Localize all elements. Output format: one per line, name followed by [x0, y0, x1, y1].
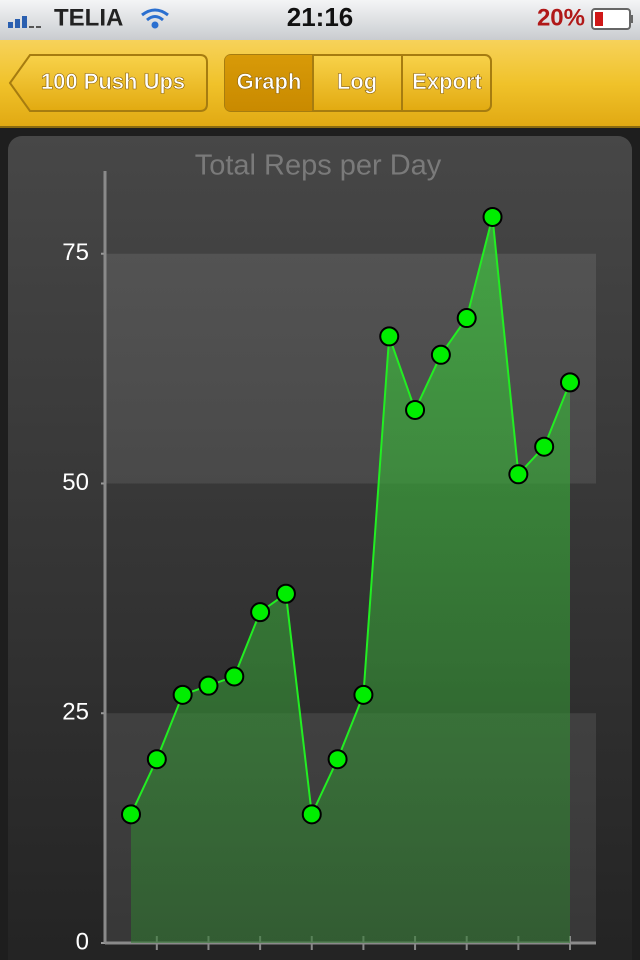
carrier: TELIA	[54, 4, 123, 31]
point[interactable]	[379, 326, 400, 347]
point[interactable]	[534, 436, 555, 457]
back-button-label[interactable]: 100 Push Ups	[41, 69, 186, 95]
point[interactable]	[301, 804, 322, 825]
point[interactable]	[121, 804, 141, 825]
point[interactable]	[405, 399, 426, 420]
area	[131, 217, 570, 943]
y-tick-label: 25	[62, 699, 89, 726]
y-tick-label: 50	[62, 469, 89, 496]
point[interactable]	[456, 308, 477, 329]
point[interactable]	[560, 372, 580, 393]
point[interactable]	[430, 344, 451, 365]
y-tick-label: 0	[76, 928, 89, 955]
point[interactable]	[146, 749, 167, 770]
grid-band	[105, 253, 596, 484]
y-tick-label: 75	[62, 239, 89, 266]
status-bar	[0, 0, 640, 40]
nav-border	[0, 126, 640, 128]
point[interactable]	[250, 602, 271, 623]
point[interactable]	[353, 684, 374, 705]
point[interactable]	[275, 583, 296, 604]
clock: 21:16	[287, 2, 354, 32]
point[interactable]	[327, 749, 348, 770]
selected-segment[interactable]	[225, 55, 313, 111]
point[interactable]	[224, 666, 245, 687]
battery-level: 20%	[537, 4, 585, 31]
wifi-icon	[141, 8, 169, 29]
point[interactable]	[198, 675, 219, 696]
tab-label[interactable]: Export	[412, 69, 483, 95]
point[interactable]	[482, 206, 503, 227]
tab-label[interactable]: Log	[337, 69, 378, 95]
point[interactable]	[508, 464, 529, 485]
tab-label[interactable]: Graph	[236, 69, 302, 95]
signal-icon	[8, 16, 41, 28]
chart-title: Total Reps per Day	[195, 150, 442, 182]
back-button[interactable]	[8, 54, 208, 112]
battery-icon	[591, 8, 633, 30]
point[interactable]	[172, 684, 193, 705]
